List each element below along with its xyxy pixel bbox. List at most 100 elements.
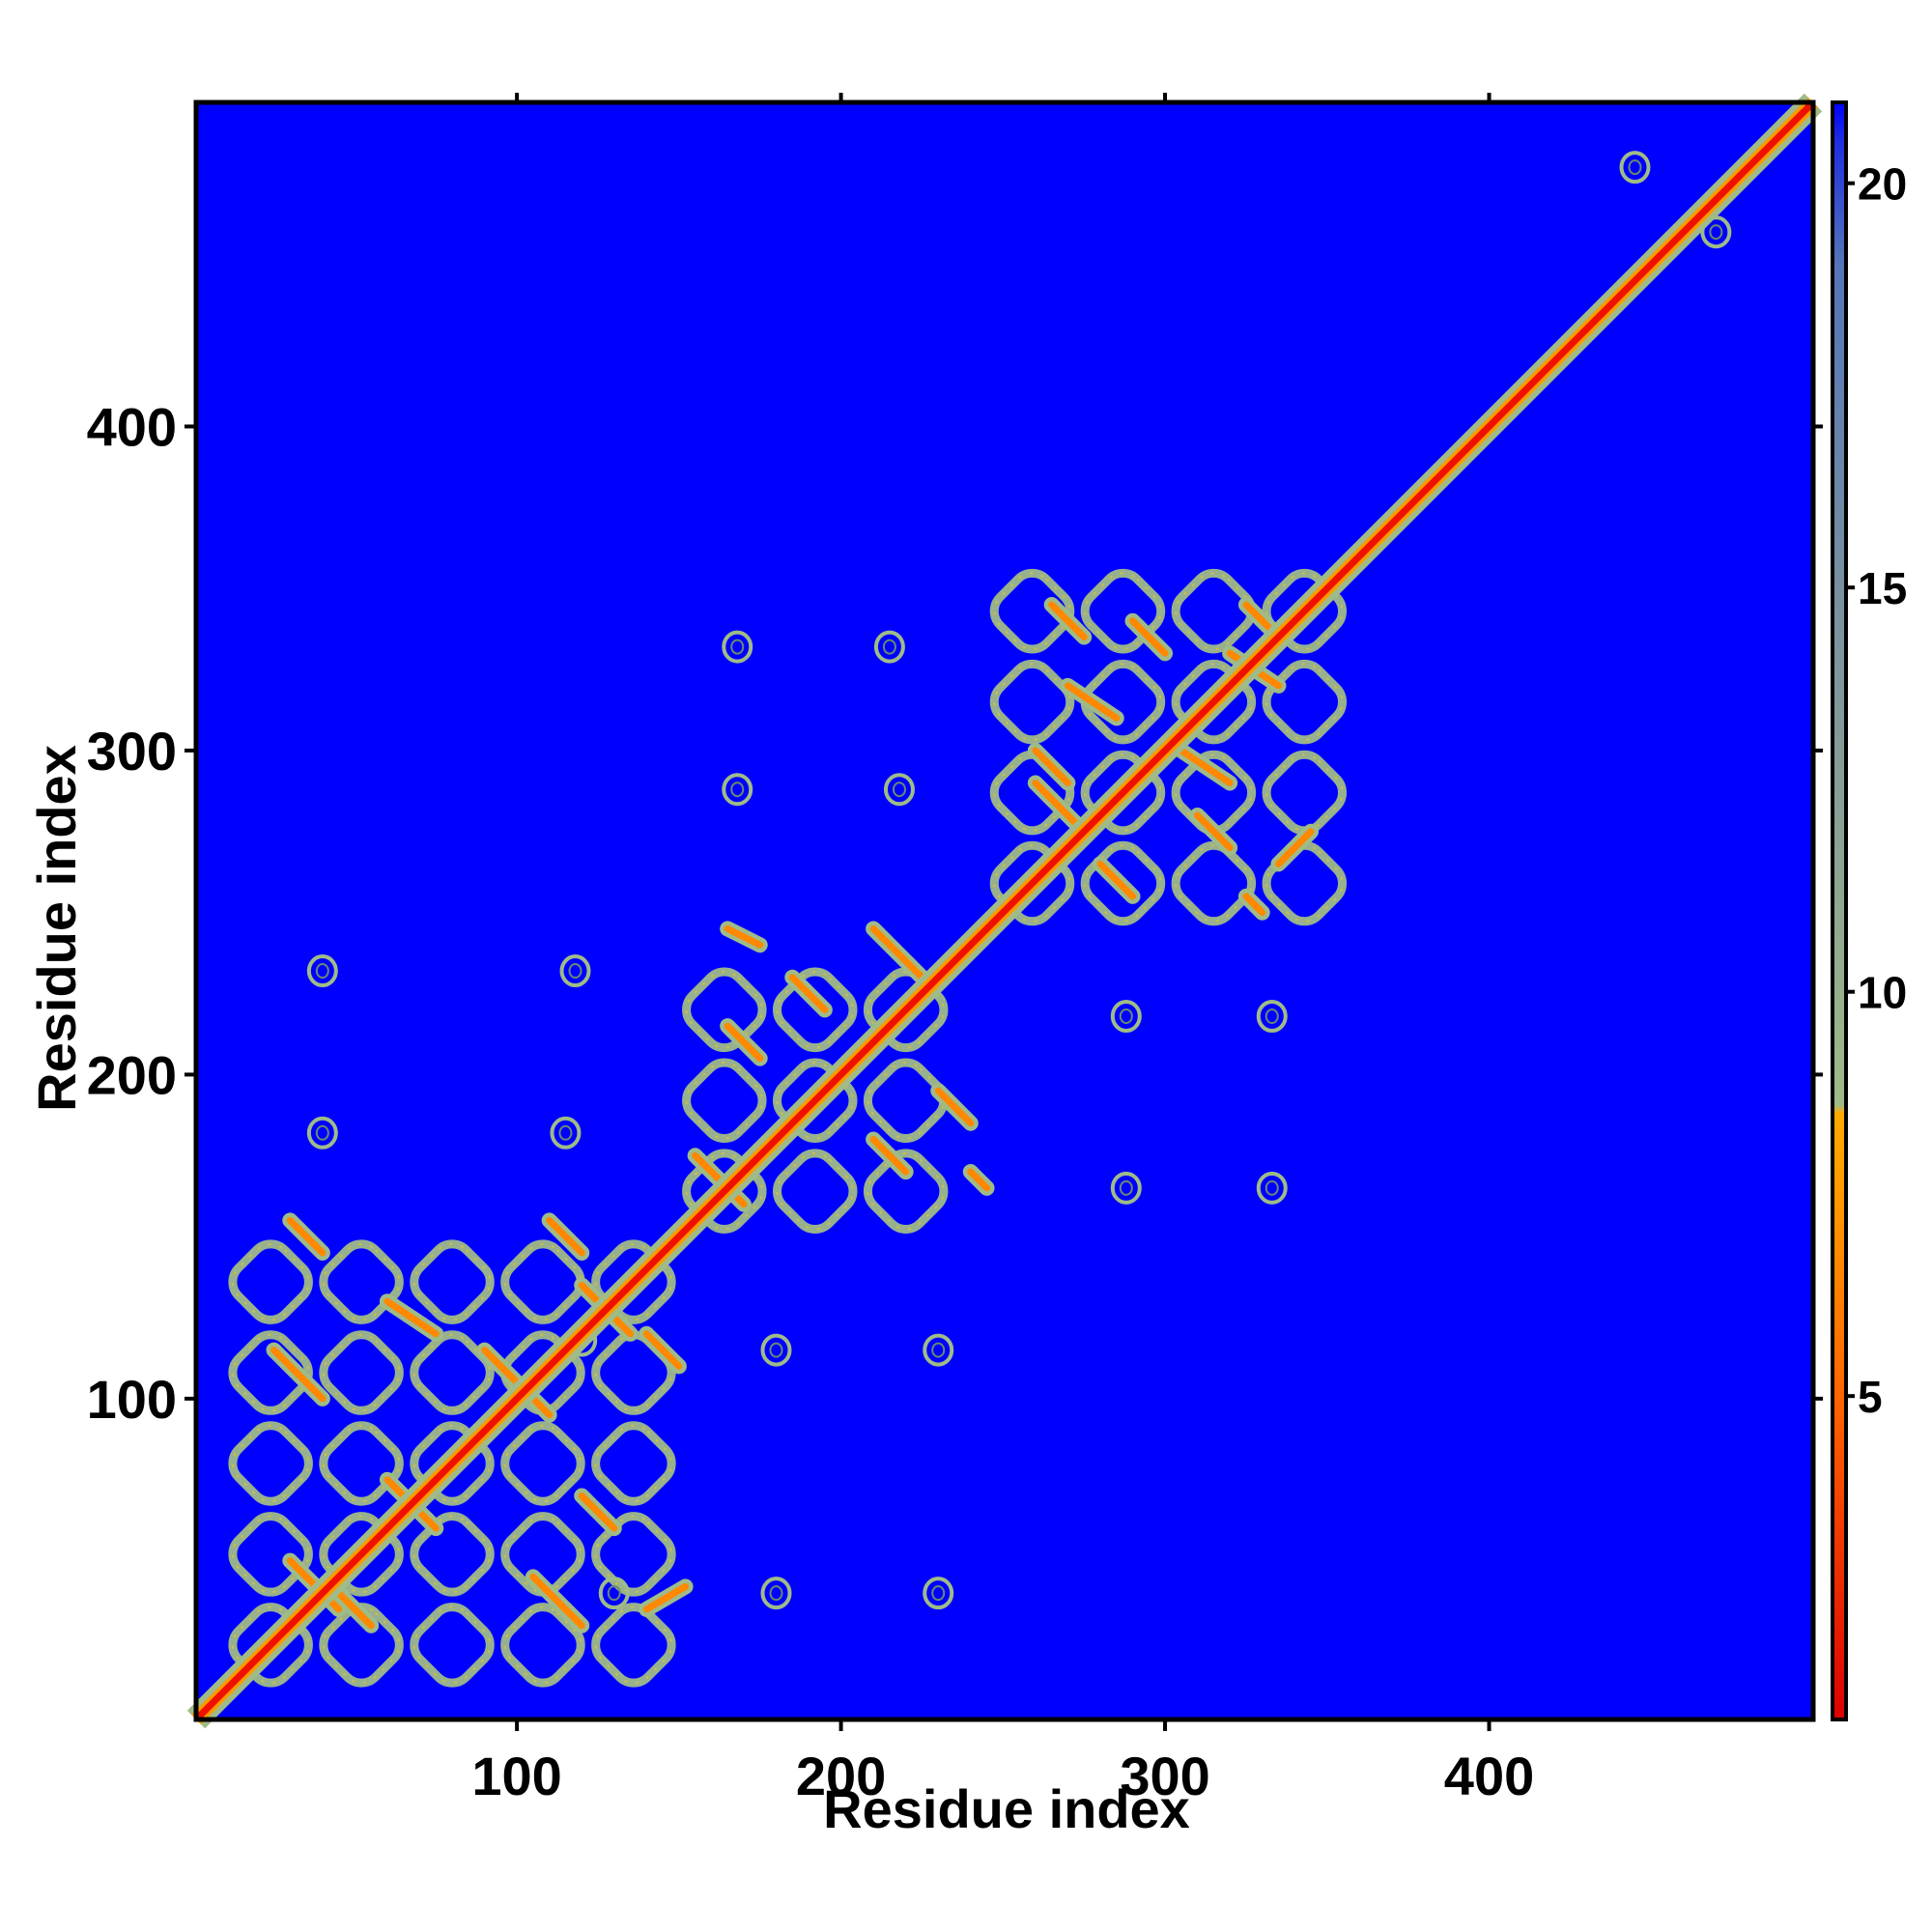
contact-line xyxy=(1064,682,1121,722)
domain-cell-speckle xyxy=(1084,663,1162,741)
domain-cell-speckle xyxy=(1175,753,1253,832)
colorbar-gradient xyxy=(1831,100,1848,1721)
contact-line xyxy=(546,1216,585,1257)
colorbar-tick-label: 10 xyxy=(1858,968,1907,1018)
domain-cell-speckle xyxy=(322,1424,401,1503)
domain-cell-speckle xyxy=(231,1515,310,1594)
contact-island-core xyxy=(558,1124,573,1141)
domain-cell-speckle xyxy=(867,1151,945,1231)
contact-line xyxy=(934,1087,975,1127)
contact-island xyxy=(306,1116,338,1150)
contact-island-core xyxy=(568,963,582,980)
y-tick-label: 200 xyxy=(87,1044,177,1105)
domain-cell-speckle xyxy=(503,1605,582,1685)
domain-cell-speckle xyxy=(412,1333,492,1412)
domain-cell-speckle xyxy=(503,1242,582,1321)
contact-island xyxy=(1619,151,1651,185)
contact-island xyxy=(873,630,905,664)
domain-cell-speckle xyxy=(231,1424,310,1503)
domain-cell-speckle xyxy=(993,663,1071,741)
domain-cell-speckle xyxy=(685,1061,764,1140)
contact-line xyxy=(869,924,925,981)
contact-line xyxy=(529,1573,585,1630)
contact-island-core xyxy=(315,963,329,980)
y-axis-title: Residue index xyxy=(26,745,87,1112)
contact-island-core xyxy=(1628,159,1642,176)
domain-cell-speckle xyxy=(1084,572,1162,650)
domain-cell-speckle xyxy=(776,971,855,1049)
x-axis-title: Residue index xyxy=(823,1778,1190,1839)
contact-line xyxy=(642,1330,683,1370)
x-tick-label: 300 xyxy=(1120,1746,1209,1806)
y-tick-label: 100 xyxy=(87,1369,177,1430)
domain-blocks xyxy=(228,568,1348,1688)
contact-line xyxy=(1048,601,1088,641)
contact-island xyxy=(1110,1171,1142,1205)
domain-cell-speckle xyxy=(993,572,1071,650)
domain-cell-speckle xyxy=(685,971,764,1049)
contact-island-core xyxy=(607,1585,621,1602)
domain-cell-speckle xyxy=(594,1424,673,1503)
x-tick-label: 200 xyxy=(796,1746,886,1806)
contact-island xyxy=(1700,215,1732,249)
heatmap-plot-area xyxy=(186,93,1823,1729)
contact-island-core xyxy=(730,781,745,798)
contact-line xyxy=(578,1492,618,1532)
contact-islands xyxy=(306,151,1732,1610)
contact-island xyxy=(550,1116,582,1150)
contact-island-core xyxy=(931,1342,946,1358)
domain-cell-speckle xyxy=(1265,753,1344,832)
domain-cell-speckle xyxy=(1265,663,1344,741)
contact-line xyxy=(1096,860,1137,900)
plot-frame xyxy=(193,99,1816,1722)
diagonal-band xyxy=(186,93,1823,1729)
x-axis: 100 200 300 400 xyxy=(471,93,1534,1806)
domain-cell-speckle xyxy=(503,1515,582,1594)
colorbar-ticks: 5 10 15 20 xyxy=(1846,159,1907,1422)
contact-island xyxy=(923,1333,954,1367)
contact-island-core xyxy=(730,639,745,655)
x-tick-label: 100 xyxy=(471,1746,561,1806)
contact-island-core xyxy=(315,1124,329,1141)
domain-cell-speckle xyxy=(412,1242,492,1321)
domain-cell-speckle xyxy=(867,1061,945,1140)
y-axis: 100 200 300 400 xyxy=(87,396,1823,1430)
contact-line xyxy=(384,1297,440,1338)
domain-cell-speckle xyxy=(231,1333,310,1412)
domain-cell-speckle xyxy=(776,1151,855,1231)
domain-cell-speckle xyxy=(1175,844,1253,923)
y-tick-label: 400 xyxy=(87,396,177,457)
contact-line xyxy=(1178,747,1234,786)
domain-cell-speckle xyxy=(594,1605,673,1685)
x-tick-label: 400 xyxy=(1444,1746,1534,1806)
colorbar: 5 10 15 20 xyxy=(1831,100,1907,1721)
domain-cell-speckle xyxy=(1084,844,1162,923)
contact-island-core xyxy=(1119,1009,1133,1025)
contact-island xyxy=(1256,1171,1288,1205)
contact-line xyxy=(642,1582,690,1613)
contact-line xyxy=(788,974,829,1013)
contact-island xyxy=(760,1577,792,1610)
contact-island-core xyxy=(931,1585,946,1602)
contact-island-core xyxy=(1119,1179,1133,1196)
contact-line xyxy=(1194,811,1234,852)
contact-line xyxy=(1129,617,1169,657)
domain-cell-speckle xyxy=(322,1242,401,1321)
contact-island xyxy=(760,1333,792,1367)
y-tick-label: 300 xyxy=(87,721,177,781)
colorbar-tick-label: 20 xyxy=(1858,159,1907,210)
domain-cell-speckle xyxy=(1175,572,1253,650)
colorbar-tick-label: 15 xyxy=(1858,563,1907,613)
contact-island-core xyxy=(1264,1009,1279,1025)
domain-cell-speckle xyxy=(322,1333,401,1412)
domain-cell-speckle xyxy=(503,1424,582,1503)
contact-line xyxy=(967,1168,991,1192)
domain-cell-speckle xyxy=(231,1242,310,1321)
contact-island-core xyxy=(882,639,896,655)
contact-island xyxy=(722,773,753,807)
contact-island-core xyxy=(1709,224,1723,241)
domain-cell-speckle xyxy=(322,1605,401,1685)
contact-island-core xyxy=(892,781,906,798)
contact-island-core xyxy=(769,1342,783,1358)
